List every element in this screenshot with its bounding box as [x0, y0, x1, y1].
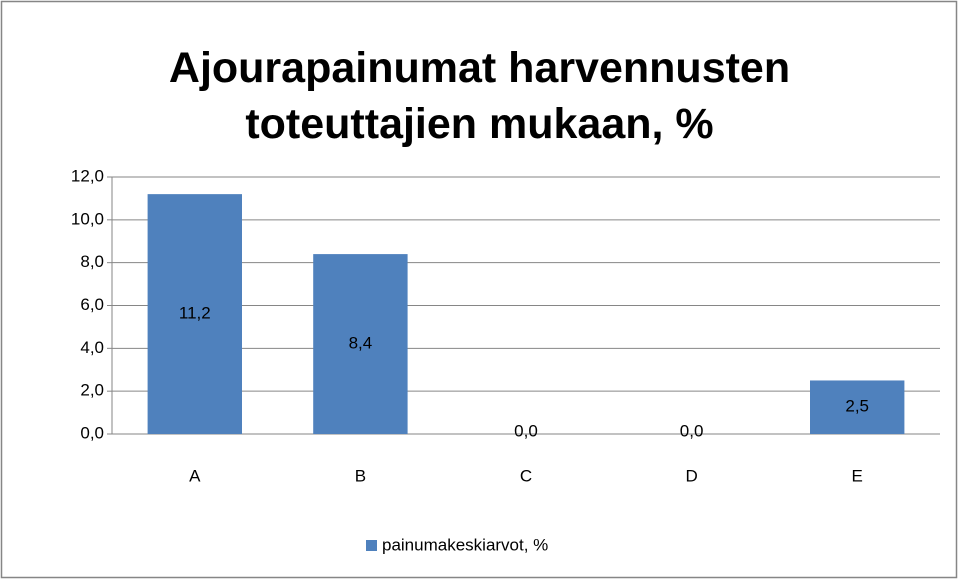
data-label: 0,0	[680, 421, 704, 440]
bar	[147, 194, 242, 434]
data-label: 2,5	[845, 397, 869, 416]
bar	[313, 254, 408, 434]
data-label: 8,4	[349, 334, 373, 353]
chart-title: Ajourapainumat harvennusten toteuttajien…	[168, 44, 791, 148]
y-tick-label: 4,0	[80, 338, 104, 357]
legend-label: painumakeskiarvot, %	[382, 535, 548, 554]
bar	[810, 380, 905, 434]
legend-swatch	[366, 540, 377, 551]
y-tick-label: 0,0	[80, 423, 104, 442]
x-tick-label: E	[852, 466, 863, 485]
x-tick-label: B	[355, 466, 366, 485]
data-label: 0,0	[514, 421, 538, 440]
y-tick-label: 8,0	[80, 252, 104, 271]
x-tick-label: C	[520, 466, 532, 485]
x-tick-label: A	[189, 466, 201, 485]
y-tick-label: 6,0	[80, 295, 104, 314]
x-tick-label: D	[685, 466, 697, 485]
y-tick-label: 2,0	[80, 381, 104, 400]
data-label: 11,2	[179, 304, 211, 323]
y-tick-label: 12,0	[71, 166, 104, 185]
y-tick-label: 10,0	[71, 209, 104, 228]
